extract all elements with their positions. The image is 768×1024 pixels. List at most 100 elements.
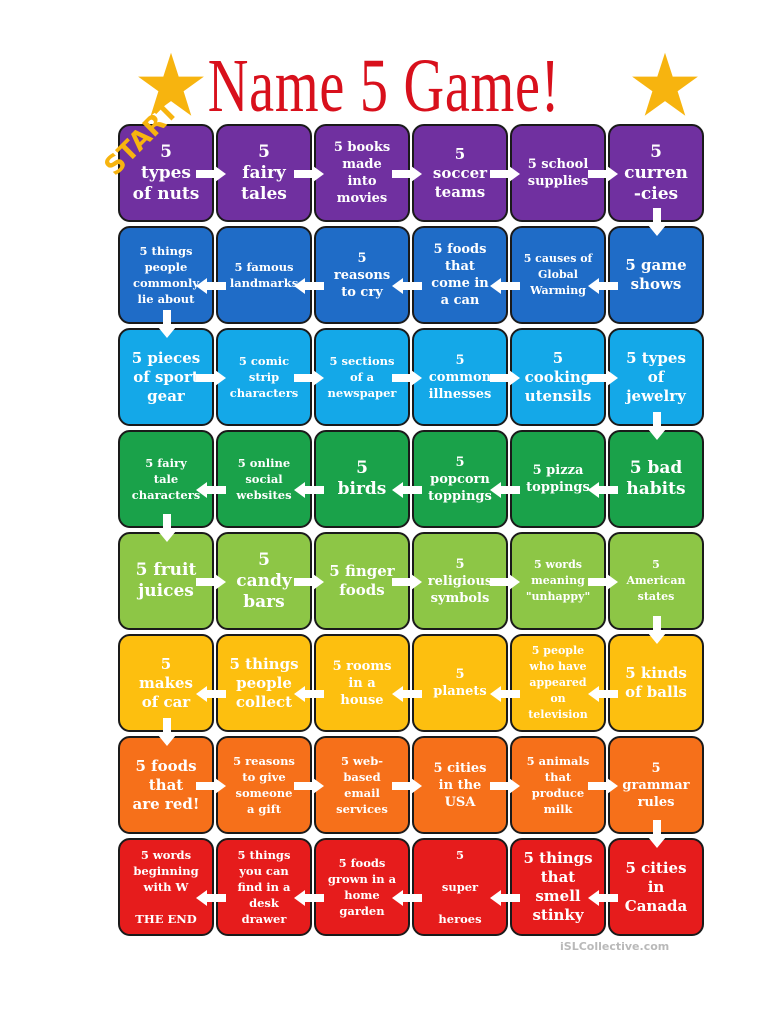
square-label: 5 fruit juices	[135, 560, 197, 601]
square-label: 5 sections of a newspaper	[327, 354, 397, 400]
board-square[interactable]: 5 fruit juices	[118, 532, 214, 630]
square-label: 5 causes of Global Warming	[523, 252, 593, 297]
board-square[interactable]: 5 foods that are red!	[118, 736, 214, 834]
board-square[interactable]: 5 words meaning "unhappy"	[510, 532, 606, 630]
board-square[interactable]: 5 popcorn toppings	[412, 430, 508, 528]
square-label: 5 birds	[337, 458, 387, 499]
square-label: 5 online social websites	[236, 456, 292, 502]
board-square[interactable]: 5 school supplies	[510, 124, 606, 222]
board-square[interactable]: 5 fairy tales	[216, 124, 312, 222]
watermark: iSLCollective.com	[560, 940, 670, 953]
square-label: 5 popcorn toppings	[428, 454, 492, 504]
board-square[interactable]: 5 types of jewelry	[608, 328, 704, 426]
square-label: 5 soccer teams	[432, 144, 488, 201]
square-label: 5 foods that come in a can	[431, 242, 489, 308]
square-label: 5 words beginning with W THE END	[133, 848, 199, 926]
square-label: 5 pieces of sport gear	[131, 348, 201, 405]
board-square[interactable]: 5 types of nuts	[118, 124, 214, 222]
board-square[interactable]: 5 birds	[314, 430, 410, 528]
square-label: 5 finger foods	[329, 562, 395, 599]
square-label: 5 grammar rules	[622, 760, 690, 810]
square-label: 5 foods grown in a home garden	[327, 856, 397, 918]
board-square[interactable]: 5 things people collect	[216, 634, 312, 732]
square-label: 5 types of nuts	[132, 141, 200, 204]
board-square[interactable]: 5 cities in the USA	[412, 736, 508, 834]
board-square[interactable]: 5 bad habits	[608, 430, 704, 528]
board-square[interactable]: 5 candy bars	[216, 532, 312, 630]
board-square[interactable]: 5 planets	[412, 634, 508, 732]
board-square[interactable]: 5 finger foods	[314, 532, 410, 630]
board-square[interactable]: 5 religious symbols	[412, 532, 508, 630]
square-label: 5 fairy tales	[241, 141, 287, 204]
star-icon-left	[138, 52, 204, 116]
square-label: 5 super heroes	[438, 848, 482, 926]
square-label: 5 things you can find in a desk drawer	[237, 848, 291, 926]
square-label: 5 pizza toppings	[526, 463, 590, 495]
square-label: 5 famous landmarks	[229, 260, 299, 290]
board-square[interactable]: 5 common illnesses	[412, 328, 508, 426]
star-icon-right	[632, 52, 698, 116]
board-square[interactable]: 5 pizza toppings	[510, 430, 606, 528]
square-label: 5 books made into movies	[333, 140, 391, 206]
board-square[interactable]: 5 things people commonly lie about	[118, 226, 214, 324]
square-label: 5 reasons to cry	[333, 250, 391, 300]
board-square[interactable]: 5 words beginning with W THE END	[118, 838, 214, 936]
board-square[interactable]: 5 things that smell stinky	[510, 838, 606, 936]
square-label: 5 web- based email services	[336, 754, 388, 816]
board-square[interactable]: 5 people who have appeared on television	[510, 634, 606, 732]
game-board: 5 types of nuts 5 fairy tales 5 books made…	[118, 124, 712, 936]
square-label: 5 religious symbols	[427, 556, 493, 606]
square-label: 5 cooking utensils	[524, 348, 592, 405]
board-square[interactable]: 5 grammar rules	[608, 736, 704, 834]
square-label: 5 school supplies	[527, 157, 589, 189]
board-square[interactable]: 5 super heroes	[412, 838, 508, 936]
board-square[interactable]: 5 causes of Global Warming	[510, 226, 606, 324]
board-square[interactable]: 5 foods grown in a home garden	[314, 838, 410, 936]
square-label: 5 kinds of balls	[625, 664, 687, 701]
board-square[interactable]: 5 cities in Canada	[608, 838, 704, 936]
square-label: 5 candy bars	[236, 549, 292, 612]
board-square[interactable]: 5 kinds of balls	[608, 634, 704, 732]
board-square[interactable]: 5 pieces of sport gear	[118, 328, 214, 426]
board-square[interactable]: 5 game shows	[608, 226, 704, 324]
board-square[interactable]: 5 cooking utensils	[510, 328, 606, 426]
board-square[interactable]: 5 things you can find in a desk drawer	[216, 838, 312, 936]
square-label: 5 words meaning "unhappy"	[525, 558, 591, 603]
board-square[interactable]: 5 sections of a newspaper	[314, 328, 410, 426]
board-square[interactable]: 5 soccer teams	[412, 124, 508, 222]
board-square[interactable]: 5 comic strip characters	[216, 328, 312, 426]
board-square[interactable]: 5 books made into movies	[314, 124, 410, 222]
square-label: 5 things people commonly lie about	[132, 244, 200, 306]
square-label: 5 bad habits	[626, 458, 686, 499]
square-label: 5 American states	[626, 558, 686, 603]
board-square[interactable]: 5 rooms in a house	[314, 634, 410, 732]
board-square[interactable]: 5 makes of car	[118, 634, 214, 732]
square-label: 5 common illnesses	[428, 352, 492, 402]
square-label: 5 planets	[433, 667, 487, 699]
board-square[interactable]: 5 American states	[608, 532, 704, 630]
square-label: 5 game shows	[625, 256, 687, 293]
square-label: 5 makes of car	[139, 654, 193, 711]
board-square[interactable]: 5 famous landmarks	[216, 226, 312, 324]
square-label: 5 things people collect	[229, 654, 299, 711]
board-square[interactable]: 5 reasons to cry	[314, 226, 410, 324]
board-square[interactable]: 5 reasons to give someone a gift	[216, 736, 312, 834]
square-label: 5 comic strip characters	[229, 354, 299, 400]
square-label: 5 cities in the USA	[433, 760, 487, 810]
square-label: 5 cities in Canada	[624, 858, 688, 915]
page-title: Name 5 Game!	[207, 44, 561, 128]
board-square[interactable]: 5 animals that produce milk	[510, 736, 606, 834]
square-label: 5 curren -cies	[624, 141, 688, 204]
square-label: 5 fairy tale characters	[131, 456, 201, 502]
square-label: 5 reasons to give someone a gift	[233, 754, 295, 816]
square-label: 5 foods that are red!	[132, 756, 200, 813]
board-square[interactable]: 5 foods that come in a can	[412, 226, 508, 324]
square-label: 5 rooms in a house	[332, 658, 392, 708]
square-label: 5 things that smell stinky	[523, 849, 593, 924]
square-label: 5 types of jewelry	[626, 348, 686, 405]
board-square[interactable]: 5 curren -cies	[608, 124, 704, 222]
board-square[interactable]: 5 fairy tale characters	[118, 430, 214, 528]
board-square[interactable]: 5 web- based email services	[314, 736, 410, 834]
square-label: 5 people who have appeared on television	[528, 644, 588, 721]
board-square[interactable]: 5 online social websites	[216, 430, 312, 528]
